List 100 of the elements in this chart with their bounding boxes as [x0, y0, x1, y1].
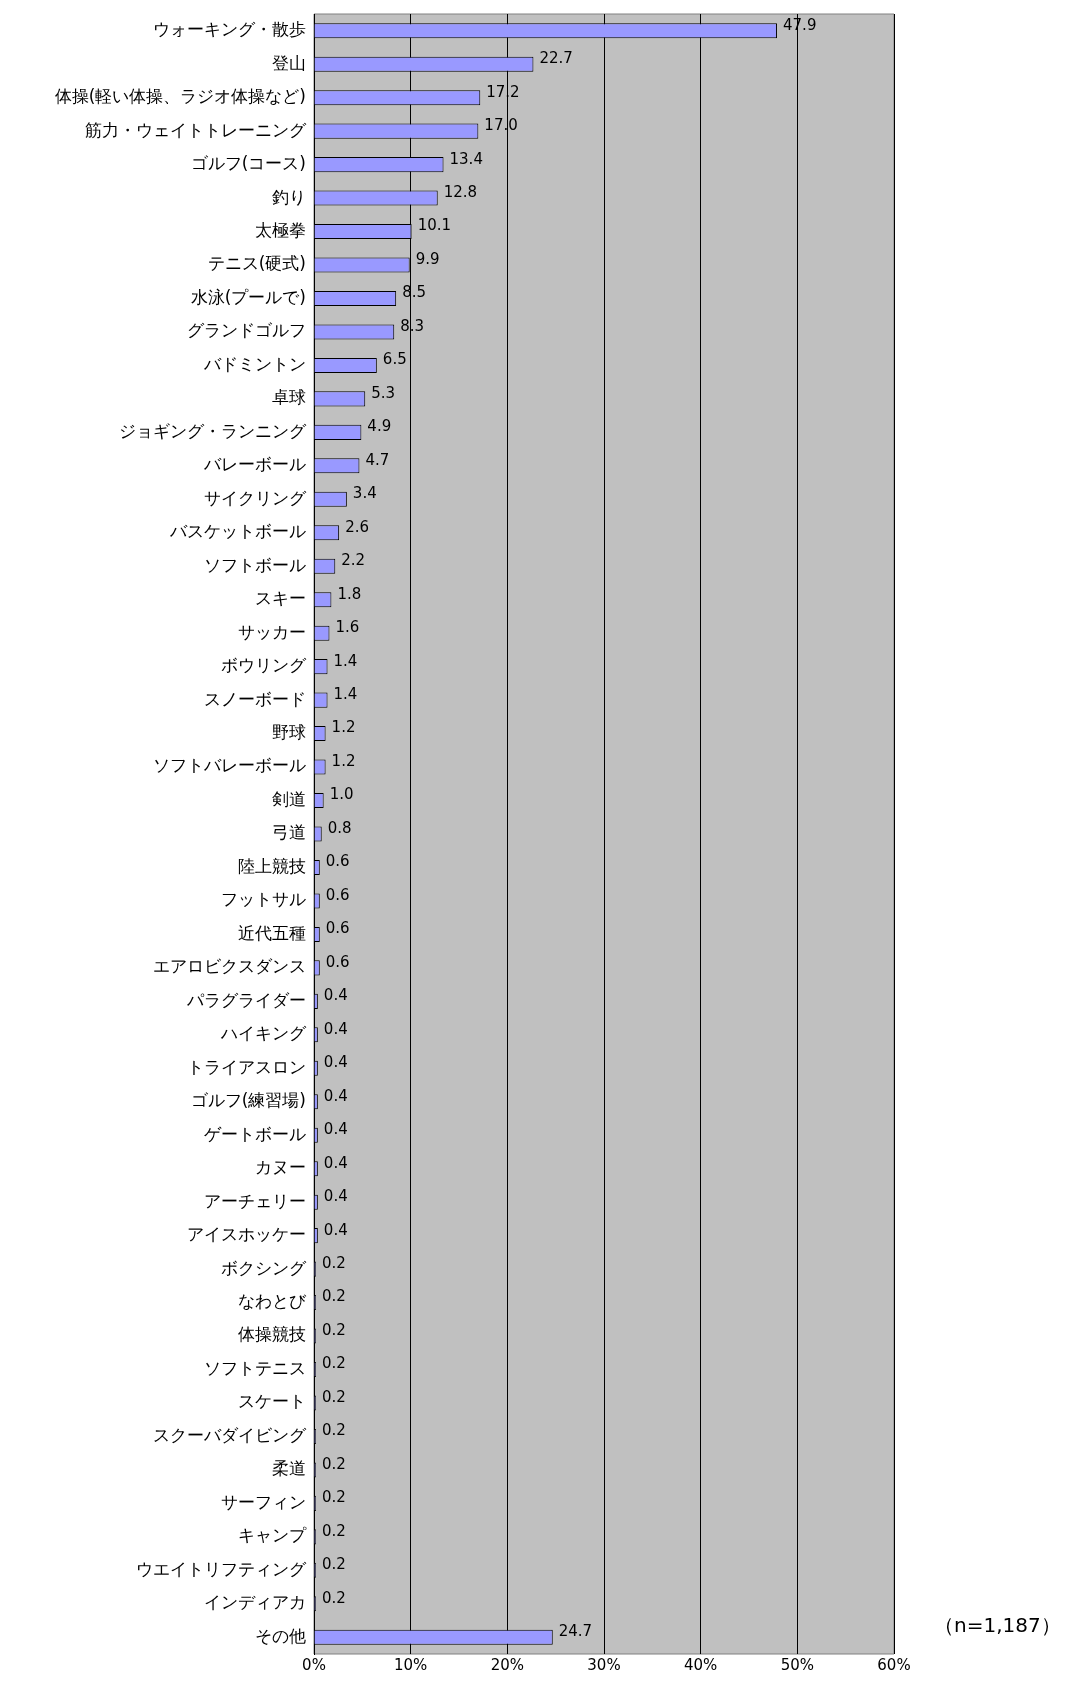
y-tick-label: キャンプ [238, 1525, 307, 1546]
data-label: 0.6 [325, 885, 350, 904]
y-tick-label: スクーバダイビング [153, 1424, 307, 1445]
y-tick-label: スキー [255, 588, 306, 609]
data-label: 0.4 [323, 1187, 348, 1206]
data-label: 0.4 [323, 1053, 348, 1072]
y-tick-label: ゴルフ(コース) [190, 153, 306, 174]
data-label: 0.2 [321, 1253, 346, 1272]
y-tick-label: 体操競技 [238, 1324, 306, 1345]
data-label: 1.0 [329, 785, 354, 804]
x-tick-label: 40% [683, 1655, 718, 1674]
x-tick-label: 0% [302, 1655, 326, 1674]
data-label: 0.2 [321, 1387, 346, 1406]
y-tick-label: ソフトテニス [204, 1357, 306, 1378]
y-tick-label: アーチェリー [204, 1190, 306, 1211]
y-tick-label: ジョギング・ランニング [119, 420, 307, 441]
y-tick-label: カヌー [255, 1157, 306, 1178]
y-tick-label: テニス(硬式) [207, 253, 306, 274]
y-tick-label: インディアカ [204, 1592, 306, 1613]
data-label: 0.4 [323, 1220, 348, 1239]
y-tick-label: ソフトボール [204, 554, 306, 575]
y-tick-label: アイスホッケー [187, 1224, 306, 1245]
data-label: 4.7 [365, 450, 390, 469]
text: （n=1,187） [934, 1613, 1061, 1638]
y-tick-label: サーフィン [221, 1491, 306, 1512]
data-label: 1.4 [333, 685, 358, 704]
x-tick-label: 50% [780, 1655, 815, 1674]
x-tick-label: 10% [393, 1655, 428, 1674]
data-label: 24.7 [558, 1622, 593, 1641]
y-tick-label: 近代五種 [238, 922, 306, 943]
y-tick-label: グランドゴルフ [187, 320, 306, 341]
y-tick-label: サイクリング [204, 487, 307, 508]
data-label: 2.2 [341, 551, 366, 570]
data-label: 0.2 [321, 1521, 346, 1540]
y-tick-label: 弓道 [272, 822, 306, 843]
x-tick-label: 20% [490, 1655, 525, 1674]
y-tick-label: ハイキング [220, 1023, 307, 1044]
data-label: 9.9 [415, 249, 440, 268]
y-tick-label: 体操(軽い体操、ラジオ体操など) [54, 86, 306, 107]
y-tick-label: パラグライダー [186, 989, 306, 1010]
data-label: 1.2 [331, 718, 356, 737]
y-tick-label: 柔道 [272, 1458, 306, 1479]
data-label: 3.4 [352, 484, 377, 503]
data-label: 0.2 [321, 1555, 346, 1574]
data-label: 0.4 [323, 1153, 348, 1172]
y-tick-label: ウォーキング・散歩 [153, 19, 306, 40]
data-label: 0.4 [323, 986, 348, 1005]
y-tick-label: 筋力・ウェイトトレーニング [85, 119, 307, 140]
y-tick-label: バスケットボール [169, 521, 306, 542]
data-label: 0.8 [327, 818, 352, 837]
data-label: 1.2 [331, 751, 356, 770]
x-tick-label: 60% [877, 1655, 911, 1674]
y-tick-label: ゴルフ(練習場) [190, 1090, 306, 1111]
data-label: 0.2 [321, 1588, 346, 1607]
data-label: 0.6 [325, 952, 350, 971]
data-label: 2.6 [345, 517, 369, 536]
y-tick-label: エアロビクスダンス [153, 956, 306, 977]
y-tick-label: スケート [238, 1391, 306, 1412]
y-tick-label: ゲートボール [204, 1123, 306, 1144]
data-label: 5.3 [371, 383, 396, 402]
y-tick-label: ウエイトリフティング [136, 1558, 307, 1579]
data-label: 13.4 [449, 149, 483, 168]
data-label: 0.6 [325, 919, 350, 938]
data-label: 0.2 [321, 1488, 346, 1507]
y-tick-label: 剣道 [272, 788, 306, 809]
y-tick-label: 水泳(プールで) [190, 286, 306, 307]
y-tick-label: トライアスロン [187, 1056, 306, 1077]
y-tick-label: 陸上競技 [238, 855, 306, 876]
y-tick-label: サッカー [238, 621, 306, 642]
y-tick-label: ボウリング [221, 655, 307, 676]
y-tick-label: ソフトバレーボール [153, 755, 306, 776]
data-label: 0.4 [323, 1120, 348, 1139]
y-tick-label: なわとび [238, 1290, 307, 1311]
y-tick-label: バレーボール [203, 454, 306, 475]
y-tick-label: 釣り [272, 186, 306, 207]
data-label: 0.4 [323, 1086, 348, 1105]
data-label: 1.6 [335, 618, 360, 637]
y-tick-label: 登山 [272, 52, 306, 73]
y-tick-label: バドミントン [203, 353, 306, 374]
y-tick-label: その他 [255, 1625, 306, 1646]
y-tick-label: ボクシング [221, 1257, 307, 1278]
data-label: 1.4 [333, 651, 358, 670]
y-tick-label: 卓球 [272, 387, 306, 408]
data-label: 0.6 [325, 852, 350, 871]
data-label: 0.2 [321, 1454, 346, 1473]
data-label: 0.2 [321, 1287, 346, 1306]
y-tick-label: 野球 [272, 722, 306, 743]
data-label: 4.9 [367, 417, 392, 436]
y-tick-label: 太極拳 [255, 219, 306, 240]
data-label: 0.2 [321, 1354, 346, 1373]
data-label: 6.5 [382, 350, 407, 369]
data-label: 22.7 [539, 49, 573, 68]
data-label: 0.4 [323, 1019, 348, 1038]
data-label: 1.8 [337, 584, 362, 603]
x-tick-label: 30% [587, 1655, 621, 1674]
y-tick-label: スノーボード [204, 688, 306, 709]
data-label: 12.8 [443, 182, 478, 201]
y-tick-label: フットサル [221, 889, 306, 910]
data-label: 0.2 [321, 1320, 346, 1339]
data-label: 10.1 [417, 216, 452, 235]
